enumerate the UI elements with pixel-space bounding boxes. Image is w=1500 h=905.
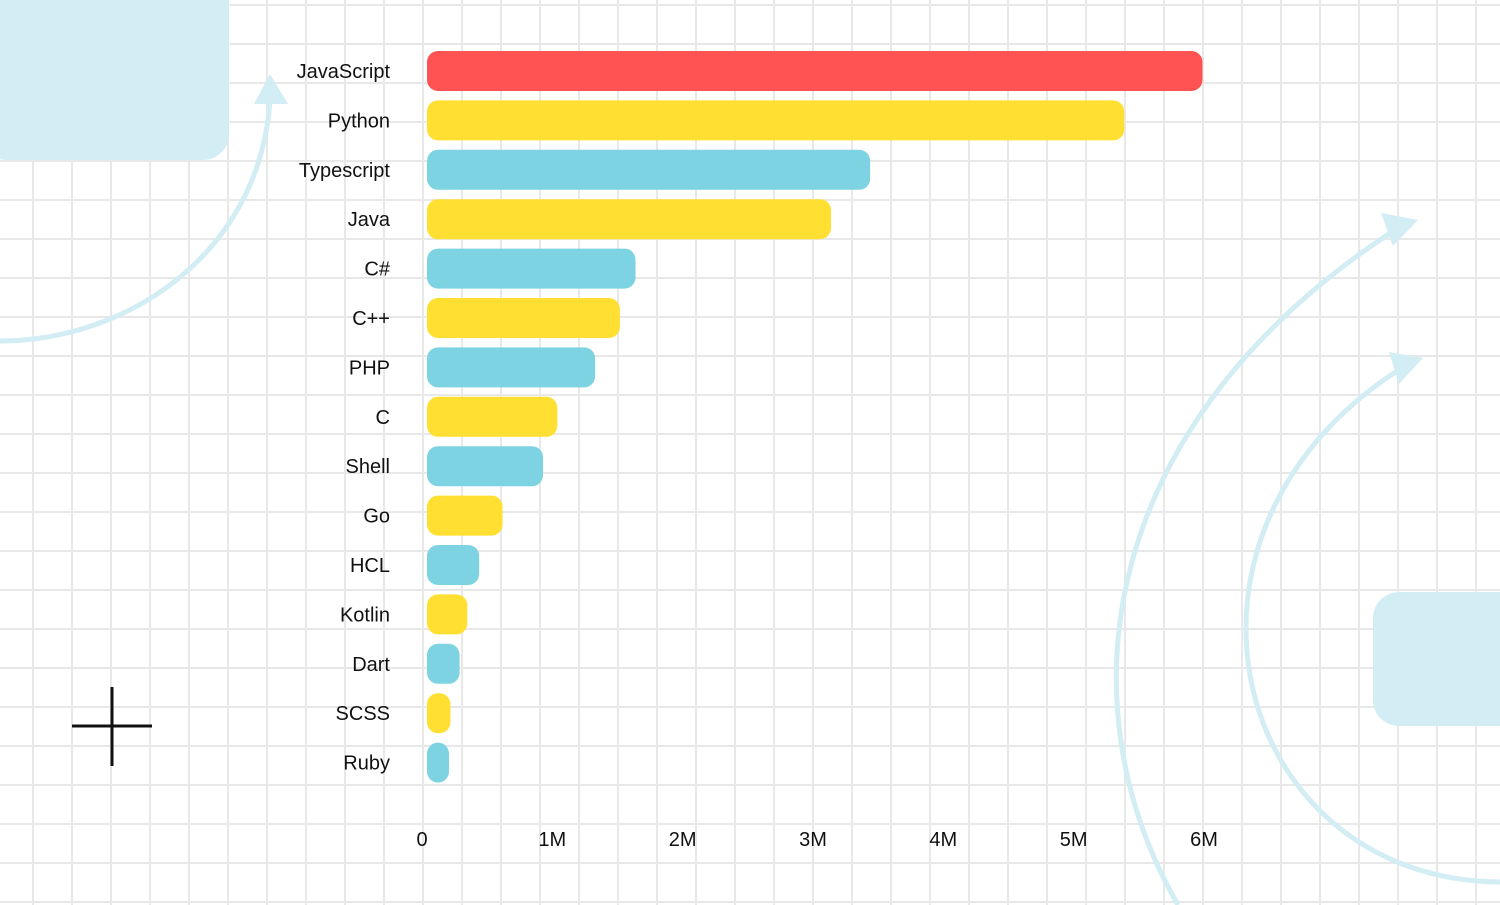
x-tick-label: 3M	[799, 829, 827, 851]
decor-arrow-head-left	[254, 74, 288, 104]
category-label-c: C	[376, 407, 390, 429]
x-tick-label: 6M	[1190, 829, 1218, 851]
decor-arrow-curve-right-outer	[1113, 225, 1400, 905]
x-axis-tick-labels: 0 1M 2M 3M 4M 5M 6M	[416, 829, 1217, 851]
category-label-typescript: Typescript	[299, 160, 391, 182]
bar-java	[427, 199, 832, 240]
bar-cplusplus	[427, 298, 620, 338]
bar-ruby	[427, 742, 449, 783]
category-label-cplusplus: C++	[352, 308, 390, 330]
category-label-php: PHP	[349, 357, 390, 379]
category-label-scss: SCSS	[336, 703, 390, 725]
decor-arrow-head-right-outer	[1381, 213, 1418, 246]
x-tick-label: 2M	[669, 829, 697, 851]
decor-panel-right	[1373, 592, 1500, 726]
category-label-javascript: JavaScript	[297, 61, 391, 83]
bar-c	[427, 396, 558, 437]
decor-arrow-curve-left	[0, 97, 273, 344]
decor-panel-top-left	[0, 0, 229, 160]
category-label-ruby: Ruby	[343, 753, 390, 775]
x-tick-label: 5M	[1060, 829, 1088, 851]
bar-go	[427, 495, 503, 536]
bar-javascript	[427, 51, 1203, 91]
bar-shell	[427, 446, 543, 487]
bar-csharp	[427, 248, 636, 289]
category-label-hcl: HCL	[350, 555, 390, 577]
decor-arrow-curve-right-inner	[1243, 363, 1500, 885]
category-label-go: Go	[363, 506, 390, 528]
x-tick-label: 1M	[538, 829, 566, 851]
category-labels: JavaScript Python Typescript Java C# C++ PHP C S…	[297, 61, 391, 775]
category-label-dart: Dart	[352, 654, 390, 676]
x-tick-label: 0	[416, 829, 427, 851]
category-label-python: Python	[328, 110, 390, 132]
bar-python	[427, 100, 1125, 141]
decor-arrow-head-right-inner	[1389, 352, 1423, 384]
category-label-java: Java	[348, 209, 391, 231]
bar-dart	[427, 643, 460, 684]
bar-typescript	[427, 149, 871, 190]
category-label-kotlin: Kotlin	[340, 604, 390, 626]
bar-hcl	[427, 545, 480, 585]
category-label-csharp: C#	[364, 259, 390, 281]
bar-scss	[427, 693, 451, 734]
x-tick-label: 4M	[929, 829, 957, 851]
bar-kotlin	[427, 594, 468, 635]
bars	[427, 51, 1203, 783]
bar-php	[427, 347, 596, 388]
category-label-shell: Shell	[346, 456, 390, 478]
